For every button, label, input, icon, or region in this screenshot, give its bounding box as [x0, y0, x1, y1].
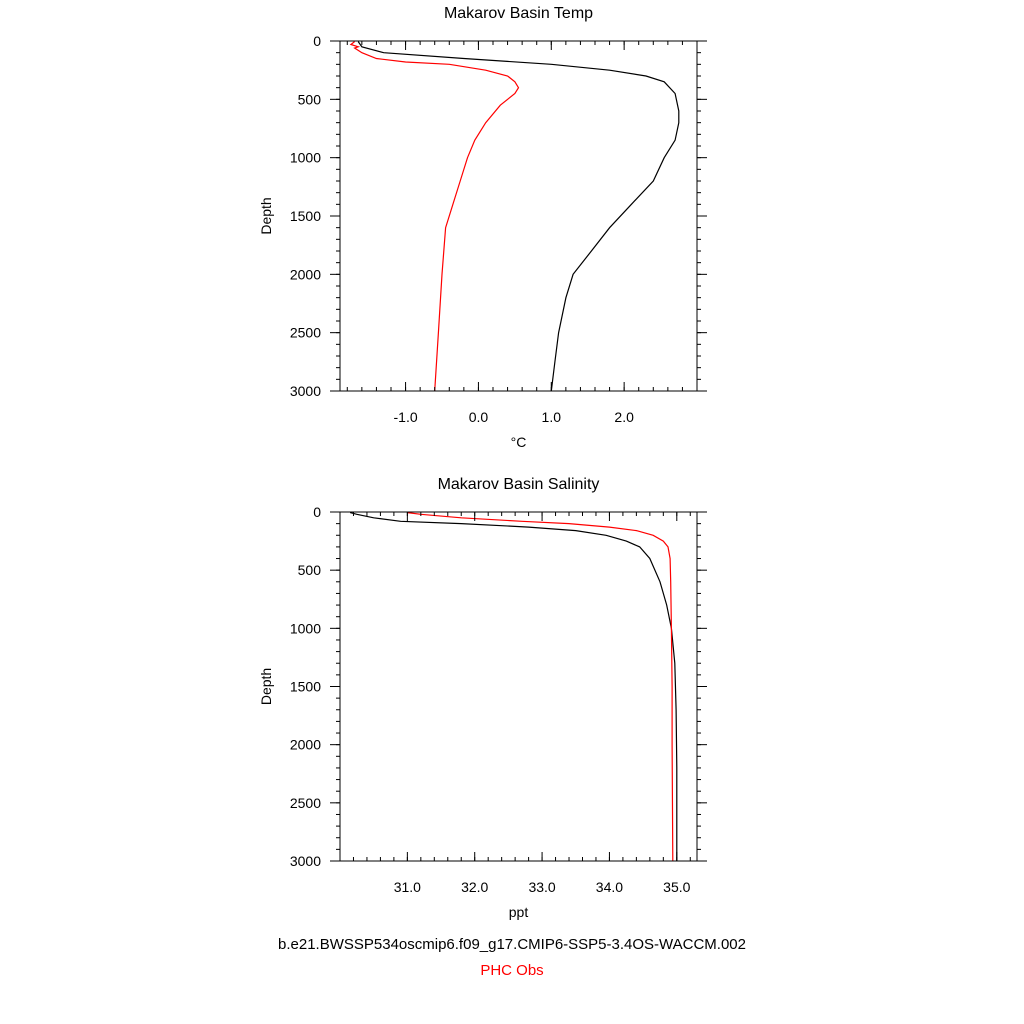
salinity-chart-title: Makarov Basin Salinity [438, 476, 600, 493]
legend-model-label: b.e21.BWSSP534oscmip6.f09_g17.CMIP6-SSP5… [278, 936, 746, 953]
salinity-plot-frame [339, 511, 698, 862]
salinity-y-tick-label: 1000 [290, 620, 321, 636]
salinity-plot: Makarov Basin Salinity 31.0 32.0 33.0 34.0 35… [258, 476, 707, 920]
temperature-plot: Makarov Basin Temp -1.0 0.0 1.0 2.0 0 500 1000 1… [258, 5, 707, 450]
temp-plot-frame [339, 40, 698, 392]
salinity-y-axis-label: Depth [258, 668, 274, 705]
temp-y-tick-label: 500 [298, 91, 322, 107]
temp-y-axis-label: Depth [258, 197, 274, 234]
salinity-series-obs-line [407, 512, 674, 862]
salinity-y-tick-label: 2500 [290, 795, 321, 811]
salinity-y-tick-label: 500 [298, 562, 322, 578]
salinity-x-tick-label: 35.0 [663, 879, 690, 895]
temp-y-tick-label: 2500 [290, 325, 321, 341]
temp-y-tick-label: 3000 [290, 383, 321, 399]
temp-y-tick-label: 1500 [290, 208, 321, 224]
temp-y-tick-label: 2000 [290, 266, 321, 282]
temp-y-tick-label: 0 [313, 33, 321, 49]
salinity-y-tick-label: 1500 [290, 679, 321, 695]
temp-x-tick-label: 2.0 [614, 409, 634, 425]
salinity-y-tick-label: 0 [313, 504, 321, 520]
salinity-series-model-line [349, 512, 678, 861]
temp-series-model-line [357, 41, 680, 392]
salinity-x-tick-label: 31.0 [394, 879, 421, 895]
legend-obs-label: PHC Obs [480, 962, 544, 979]
temp-x-tick-label: -1.0 [394, 409, 418, 425]
temp-x-tick-label: 0.0 [469, 409, 489, 425]
temp-y-tick-label: 1000 [290, 150, 321, 166]
salinity-x-axis-label: ppt [509, 904, 529, 920]
temp-series-obs-line [349, 41, 520, 392]
salinity-y-tick-label: 3000 [290, 853, 321, 869]
salinity-y-tick-label: 2000 [290, 737, 321, 753]
temp-x-tick-label: 1.0 [542, 409, 562, 425]
salinity-x-tick-label: 34.0 [596, 879, 623, 895]
temp-x-axis-label: °C [511, 434, 527, 450]
temp-chart-title: Makarov Basin Temp [444, 5, 593, 22]
salinity-x-tick-label: 33.0 [528, 879, 555, 895]
salinity-x-tick-label: 32.0 [461, 879, 488, 895]
